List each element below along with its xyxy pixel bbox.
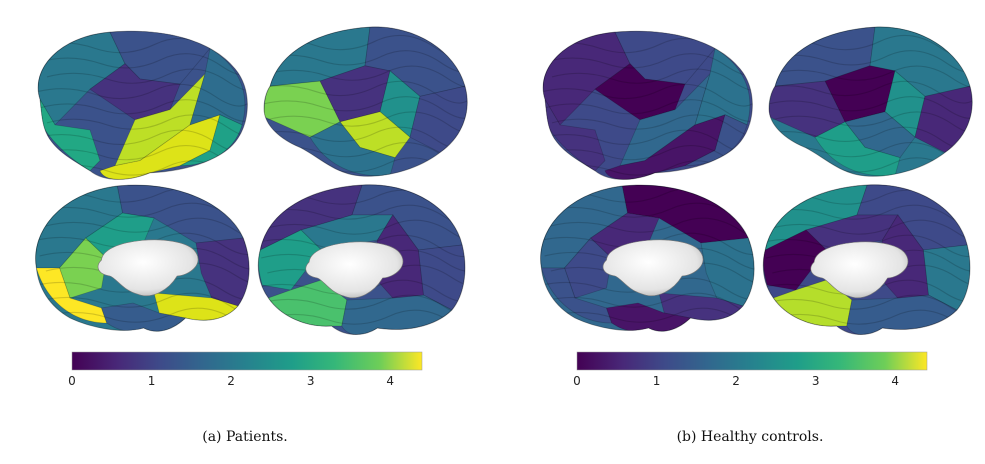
colorbar-tick-label: 3 — [307, 374, 315, 388]
colorbar-tick-label: 1 — [653, 374, 661, 388]
brain-view-med-left — [538, 185, 782, 331]
colorbar: 0 1 2 3 4 — [68, 352, 422, 388]
colorbar-tick-label: 1 — [148, 374, 156, 388]
brain-region — [847, 295, 957, 335]
panel-caption: (a) Patients. — [202, 429, 288, 445]
colorbar-tick-label: 0 — [573, 374, 581, 388]
colorbar-tick-label: 4 — [891, 374, 899, 388]
colorbar-tick-label: 3 — [812, 374, 820, 388]
brain-view-med-left — [33, 185, 277, 331]
colorbar-tick-label: 0 — [68, 374, 76, 388]
colorbar-tick-label: 2 — [227, 374, 235, 388]
brain-view-lat-right — [255, 27, 487, 180]
panel-a: 0 1 2 3 4 (a) Patients. — [33, 27, 491, 445]
brain-view-lat-left — [540, 31, 772, 183]
colorbar-tick-label: 4 — [386, 374, 394, 388]
brain-view-lat-right — [760, 27, 985, 180]
colorbar: 0 1 2 3 4 — [573, 352, 927, 388]
colorbar-gradient — [72, 352, 422, 370]
brain-region — [342, 295, 452, 335]
brain-view-med-right — [255, 185, 492, 335]
colorbar-tick-label: 2 — [732, 374, 740, 388]
panel-b: 0 1 2 3 4 (b) Healthy controls. — [538, 27, 985, 445]
panel-caption: (b) Healthy controls. — [677, 429, 824, 445]
brain-view-lat-left — [35, 31, 267, 183]
brain-view-med-right — [760, 185, 985, 335]
colorbar-gradient — [577, 352, 927, 370]
